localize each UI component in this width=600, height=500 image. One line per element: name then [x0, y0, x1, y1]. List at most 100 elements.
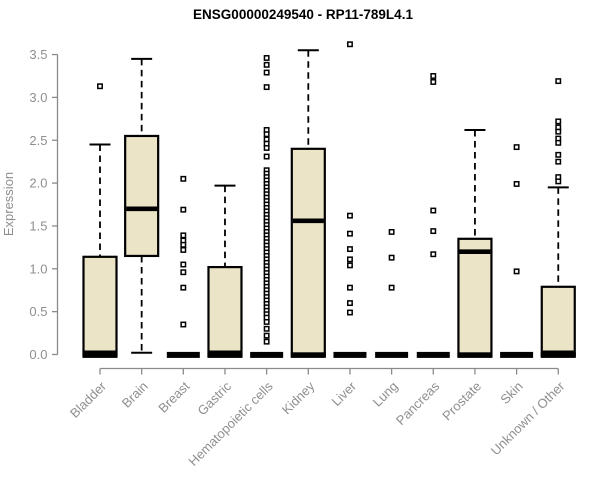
- plot-area: 0.0 0.5 1.0 1.5 2.0 2.5 3.0 3.5 Bladder Brain Brea…: [29, 41, 576, 469]
- y-tick-label: 3.0: [29, 90, 47, 105]
- flat-box-at-zero: [250, 351, 284, 358]
- boxplot-liver: [333, 41, 367, 358]
- box: [540, 285, 576, 358]
- x-tick-label-kidney: Kidney: [279, 378, 318, 417]
- outlier-point: [347, 212, 353, 219]
- outlier-point: [347, 230, 353, 237]
- outlier-point: [263, 338, 270, 345]
- flat-box-at-zero: [416, 351, 450, 358]
- boxplot-unknown-other: [540, 78, 576, 358]
- box-zero-base: [540, 352, 576, 358]
- box-zero-base: [290, 352, 326, 358]
- boxplot-hematopoietic-cells: [250, 55, 284, 358]
- outlier-point: [263, 318, 270, 325]
- outlier-point: [263, 153, 270, 160]
- y-axis-title: Expression: [1, 172, 16, 236]
- outlier-point: [513, 181, 520, 187]
- x-tick-label-brain: Brain: [119, 379, 151, 411]
- y-axis: 0.0 0.5 1.0 1.5 2.0 2.5 3.0 3.5: [29, 47, 59, 362]
- outlier-point: [263, 131, 270, 138]
- boxplot-bladder: [82, 83, 118, 358]
- flat-box-at-zero: [333, 351, 367, 358]
- boxplot-lung: [375, 228, 409, 358]
- outlier-point: [180, 241, 187, 248]
- x-tick-label-skin: Skin: [497, 379, 525, 407]
- y-tick-label: 2.0: [29, 176, 47, 191]
- outlier-point: [263, 332, 270, 339]
- box: [290, 147, 326, 358]
- outlier-point: [347, 41, 353, 48]
- outlier-point: [555, 128, 562, 135]
- flat-box-at-zero: [375, 351, 409, 358]
- outlier-point: [263, 61, 270, 68]
- outlier-point: [555, 118, 562, 125]
- outlier-point: [430, 228, 437, 235]
- x-tick-label-breast: Breast: [155, 378, 192, 415]
- boxplot-kidney: [290, 49, 326, 358]
- outlier-point: [180, 206, 187, 213]
- flat-box-at-zero: [500, 351, 534, 358]
- outlier-point: [555, 158, 562, 165]
- outlier-point: [555, 139, 562, 146]
- outlier-point: [430, 73, 437, 79]
- outlier-point: [347, 284, 353, 291]
- boxplot-brain: [124, 57, 160, 354]
- outlier-point: [263, 325, 270, 332]
- x-tick-label-pancreas: Pancreas: [393, 378, 443, 428]
- boxplot-breast: [166, 175, 200, 358]
- outlier-point: [180, 246, 187, 253]
- box-zero-base: [82, 352, 118, 358]
- outlier-point: [388, 284, 395, 291]
- outlier-point: [430, 79, 437, 85]
- y-tick-label: 1.0: [29, 261, 47, 276]
- box: [207, 265, 243, 358]
- outlier-point: [263, 84, 270, 91]
- outlier-point: [555, 178, 562, 185]
- outlier-point: [180, 175, 187, 182]
- x-tick-label-gastric: Gastric: [194, 378, 234, 418]
- outlier-point: [347, 309, 353, 316]
- outlier-point: [347, 246, 353, 253]
- boxplot-skin: [500, 144, 534, 358]
- outlier-point: [180, 321, 187, 328]
- outlier-point: [513, 268, 520, 275]
- outlier-point: [263, 145, 270, 151]
- outlier-point: [180, 284, 187, 291]
- outlier-point: [97, 83, 103, 90]
- x-tick-label-lung: Lung: [370, 379, 401, 410]
- outlier-point: [430, 251, 437, 258]
- outlier-point: [430, 207, 437, 214]
- outlier-point: [180, 269, 187, 276]
- outlier-point: [263, 69, 270, 76]
- box-zero-base: [457, 352, 493, 358]
- x-tick-label-prostate: Prostate: [439, 379, 484, 424]
- x-tick-label-unknown-other: Unknown / Other: [488, 378, 568, 458]
- box: [124, 134, 160, 258]
- box: [457, 237, 493, 358]
- box-zero-base: [207, 352, 243, 358]
- x-tick-label-liver: Liver: [329, 378, 360, 409]
- outlier-point: [347, 300, 353, 307]
- y-tick-label: 2.5: [29, 133, 47, 148]
- outlier-point: [347, 262, 353, 269]
- outlier-point: [388, 254, 395, 261]
- y-tick-label: 1.5: [29, 218, 47, 233]
- boxplot-prostate: [457, 128, 493, 358]
- outlier-point: [555, 151, 562, 158]
- y-tick-label: 0.5: [29, 304, 47, 319]
- boxplot-gastric: [207, 184, 243, 358]
- box: [82, 255, 118, 358]
- outlier-point: [347, 256, 353, 263]
- boxplot-pancreas: [416, 73, 450, 358]
- chart-title: ENSG00000249540 - RP11-789L4.1: [193, 7, 413, 22]
- outlier-point: [180, 261, 187, 268]
- outlier-point: [555, 78, 562, 85]
- y-tick-label: 0.0: [29, 347, 47, 362]
- outlier-point: [263, 55, 270, 61]
- outlier-point: [388, 228, 395, 235]
- y-tick-label: 3.5: [29, 47, 47, 62]
- outlier-point: [513, 144, 520, 151]
